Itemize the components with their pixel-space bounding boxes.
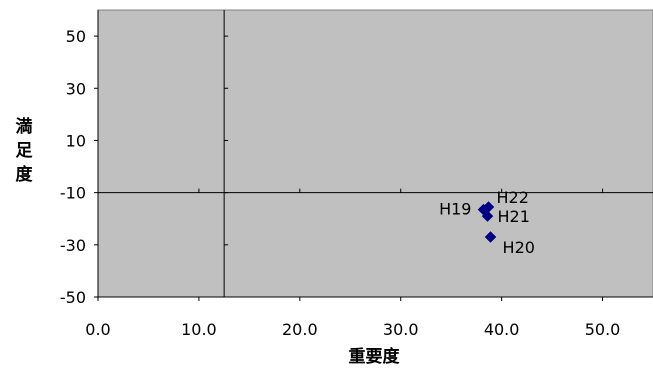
x-tick-label: 0.0: [85, 320, 110, 339]
data-point: [484, 231, 497, 243]
y-tick-label: 50: [66, 27, 86, 46]
x-tick-label: 30.0: [383, 320, 419, 339]
x-tick-label: 40.0: [484, 320, 520, 339]
x-axis-title: 重要度: [349, 346, 401, 367]
x-tick-label: 20.0: [282, 320, 318, 339]
y-axis-title-char: 度: [16, 164, 34, 185]
data-label: H19: [439, 200, 471, 219]
axis-layer: 50 30 10 -10 -30 -50 0.0 10.0 20.0 30.0 40.0 50.0: [60, 10, 653, 339]
y-tick-label: 30: [66, 79, 86, 98]
data-label: H22: [497, 188, 529, 207]
plot-layer: [97, 9, 653, 298]
point-layer: [477, 201, 497, 243]
data-label: H21: [498, 207, 530, 226]
data-label: H20: [503, 238, 535, 257]
y-tick-label: 10: [66, 131, 86, 150]
x-tick-label: 50.0: [585, 320, 621, 339]
plot-area: [97, 9, 653, 298]
y-tick-label: -30: [60, 236, 86, 255]
x-tick-label: 10.0: [181, 320, 217, 339]
data-point: [481, 210, 494, 222]
data-point: [482, 201, 495, 213]
y-axis-title-char: 満: [16, 116, 33, 137]
y-axis-title-char: 足: [16, 141, 33, 161]
y-tick-label: -50: [60, 288, 86, 307]
y-tick-label: -10: [60, 184, 86, 203]
